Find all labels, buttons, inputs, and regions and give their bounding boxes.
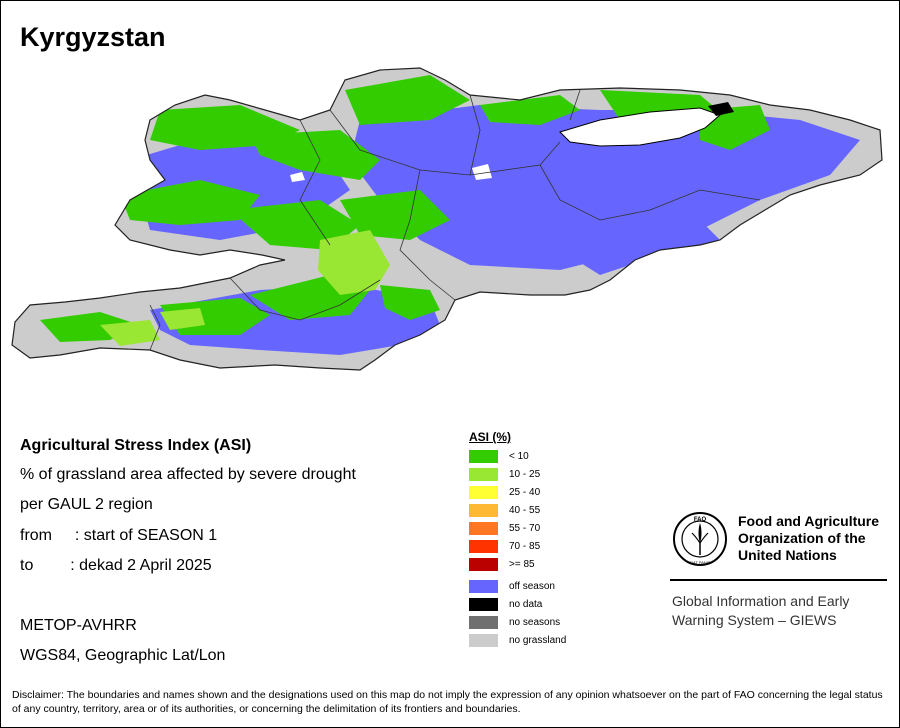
- legend-label: 55 - 70: [509, 523, 541, 534]
- legend-label: 25 - 40: [509, 487, 541, 498]
- white-patch: [290, 172, 305, 182]
- fao-name-line: United Nations: [738, 547, 837, 563]
- lake: [559, 107, 721, 147]
- legend-label: >= 85: [509, 559, 535, 570]
- region-boundaries: [149, 89, 761, 351]
- info-projection: WGS84, Geographic Lat/Lon: [20, 647, 226, 664]
- legend-label: 40 - 55: [509, 505, 541, 516]
- legend-label: no grassland: [509, 635, 567, 646]
- fao-logo: FAO FIAT PANIS: [673, 512, 727, 566]
- info-index-title: Agricultural Stress Index (ASI): [20, 437, 252, 454]
- white-patch: [472, 164, 492, 180]
- country-map: [11, 67, 883, 371]
- fao-name-line: Food and Agriculture: [738, 513, 880, 529]
- legend-swatch: [469, 522, 498, 535]
- legend-label: 70 - 85: [509, 541, 541, 552]
- info-sensor: METOP-AVHRR: [20, 617, 137, 634]
- fao-logo-text: FAO: [694, 517, 707, 523]
- legend-swatch: [469, 450, 498, 463]
- disclaimer: Disclaimer: The boundaries and names sho…: [12, 689, 883, 715]
- legend-swatch: [469, 616, 498, 629]
- legend-label: off season: [509, 581, 555, 592]
- fao-name-line: Organization of the: [738, 530, 866, 546]
- giews-line: Global Information and Early: [672, 593, 850, 609]
- from-label: from: [20, 527, 52, 544]
- legend-swatch: [469, 504, 498, 517]
- legend-swatch: [469, 486, 498, 499]
- map-title: Kyrgyzstan: [20, 22, 166, 52]
- info-region-level: per GAUL 2 region: [20, 496, 153, 513]
- legend-swatch: [469, 468, 498, 481]
- info-description: % of grassland area affected by severe d…: [20, 466, 356, 483]
- giews-name: Global Information and Early Warning Sys…: [672, 592, 849, 630]
- country-border: [11, 67, 883, 371]
- legend-title: ASI (%): [469, 430, 511, 444]
- to-label: to: [20, 557, 34, 574]
- info-to: to : dekad 2 April 2025: [20, 557, 212, 575]
- info-from: from : start of SEASON 1: [20, 527, 217, 545]
- to-value: : dekad 2 April 2025: [70, 557, 212, 574]
- legend-label: 10 - 25: [509, 469, 541, 480]
- legend-swatch: [469, 634, 498, 647]
- legend-swatch: [469, 558, 498, 571]
- giews-line: Warning System – GIEWS: [672, 612, 837, 628]
- legend-swatch: [469, 598, 498, 611]
- fao-organization-name: Food and Agriculture Organization of the…: [738, 513, 879, 564]
- from-value: : start of SEASON 1: [74, 527, 218, 544]
- asi-moderate-zones: [100, 230, 390, 346]
- no-data-patch: [708, 102, 734, 116]
- legend-swatch: [469, 540, 498, 553]
- legend-swatch: [469, 580, 498, 593]
- fao-divider: [670, 579, 887, 581]
- legend-label: no data: [509, 599, 543, 610]
- legend-label: < 10: [509, 451, 529, 462]
- fao-logo-motto: FIAT PANIS: [689, 560, 710, 565]
- legend-label: no seasons: [509, 617, 561, 628]
